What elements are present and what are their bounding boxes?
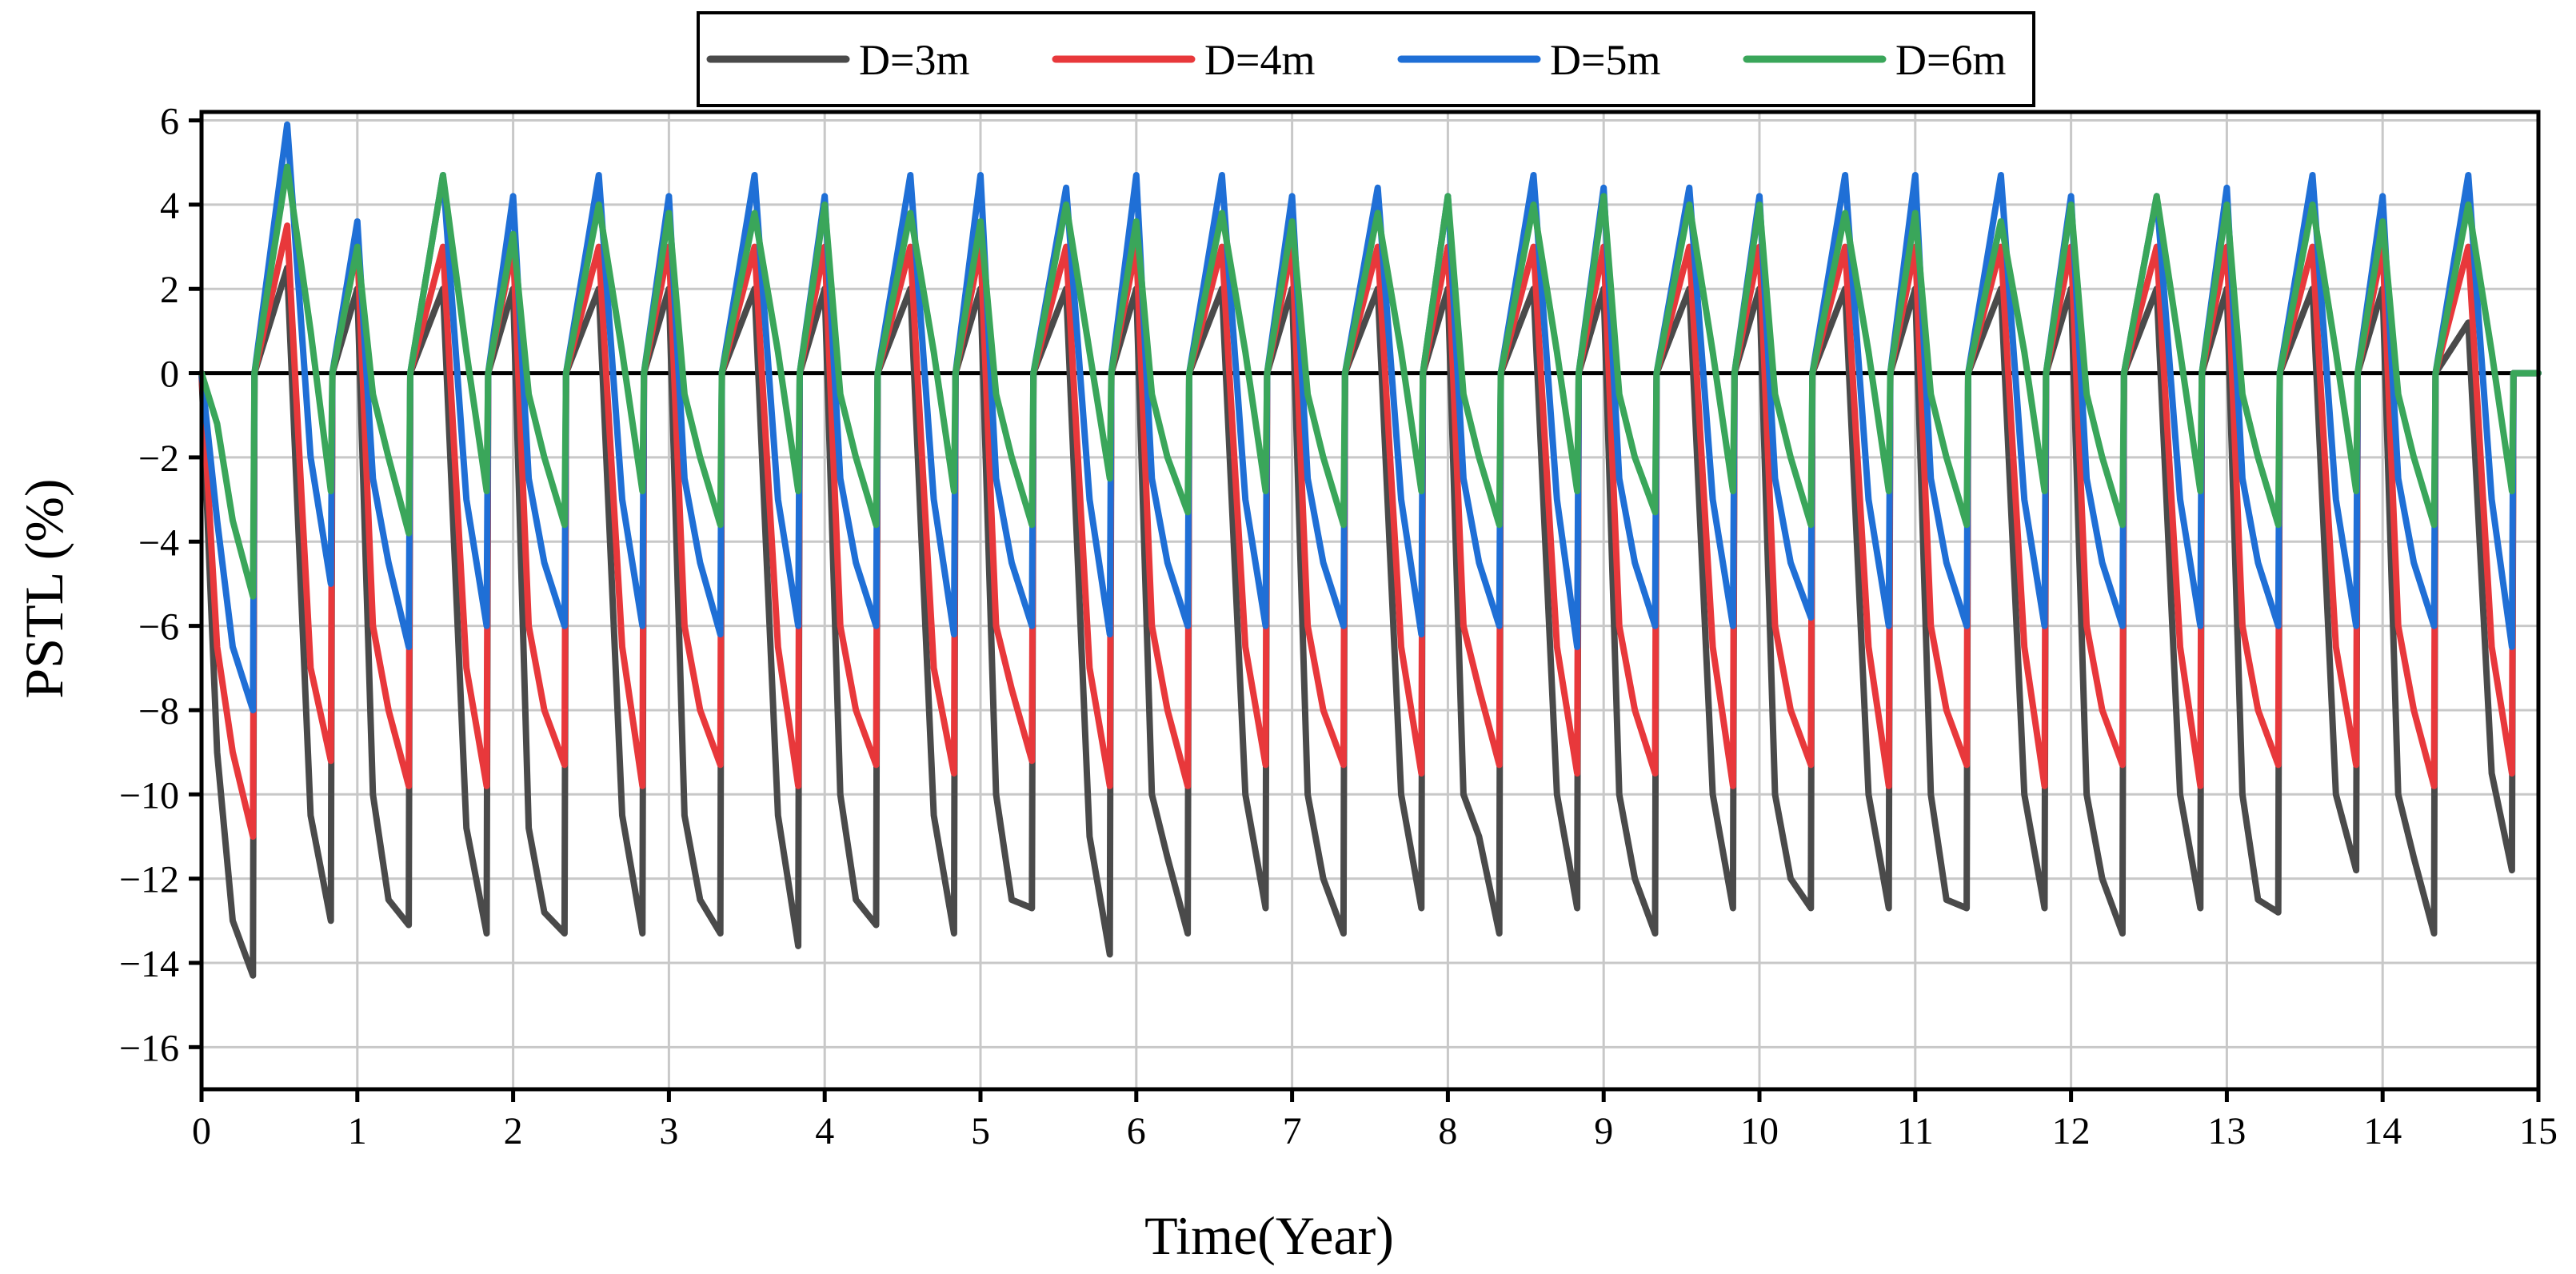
x-tick-labels: 0 1 2 3 4 5 6 7 8 9 10 11 12 13 14 15 [192,1110,2558,1152]
y-tick-label-6: 6 [160,101,179,143]
x-tick-label-5: 5 [971,1110,990,1152]
x-tick-label-2: 2 [504,1110,523,1152]
x-tick-label-14: 14 [2363,1110,2402,1152]
x-tick-label-7: 7 [1283,1110,1302,1152]
y-tick-label-neg2: −2 [138,437,179,480]
legend-label-d3m: D=3m [859,36,969,84]
x-tick-label-9: 9 [1594,1110,1613,1152]
x-axis-title: Time(Year) [1144,1205,1394,1266]
x-tick-label-3: 3 [659,1110,678,1152]
x-tick-label-4: 4 [815,1110,834,1152]
x-tick-label-0: 0 [192,1110,211,1152]
x-tick-label-6: 6 [1127,1110,1146,1152]
y-tick-label-neg10: −10 [119,774,179,817]
y-axis-title: PSTL (%) [14,478,74,698]
y-tick-labels: 6 4 2 0 −2 −4 −6 −8 −10 −12 −14 −16 [119,101,179,1070]
y-tick-label-neg4: −4 [138,521,179,564]
y-tick-label-neg12: −12 [119,859,179,901]
legend-label-d5m: D=5m [1550,36,1660,84]
x-tick-label-12: 12 [2052,1110,2091,1152]
x-tick-label-11: 11 [1897,1110,1934,1152]
series-group [198,121,2542,979]
y-tick-label-2: 2 [160,269,179,311]
legend-label-d4m: D=4m [1204,36,1315,84]
x-tick-label-15: 15 [2519,1110,2558,1152]
y-tick-label-neg6: −6 [138,606,179,649]
x-tick-label-10: 10 [1740,1110,1779,1152]
x-tick-label-13: 13 [2207,1110,2246,1152]
y-tick-label-neg14: −14 [119,943,179,985]
plot-frame [199,110,2541,1092]
y-tick-label-neg8: −8 [138,690,179,733]
series-line-d3m [198,264,2542,979]
series-line-d4m [198,222,2542,840]
y-tick-label-0: 0 [160,353,179,396]
series-line-d6m [198,163,2542,600]
legend-label-d6m: D=6m [1895,36,2006,84]
legend: D=3m D=4m D=5m D=6m [697,11,2035,107]
y-tick-label-neg16: −16 [119,1027,179,1069]
axes [189,110,2541,1102]
x-tick-label-8: 8 [1438,1110,1457,1152]
y-tick-label-4: 4 [160,185,179,227]
x-tick-label-1: 1 [348,1110,367,1152]
